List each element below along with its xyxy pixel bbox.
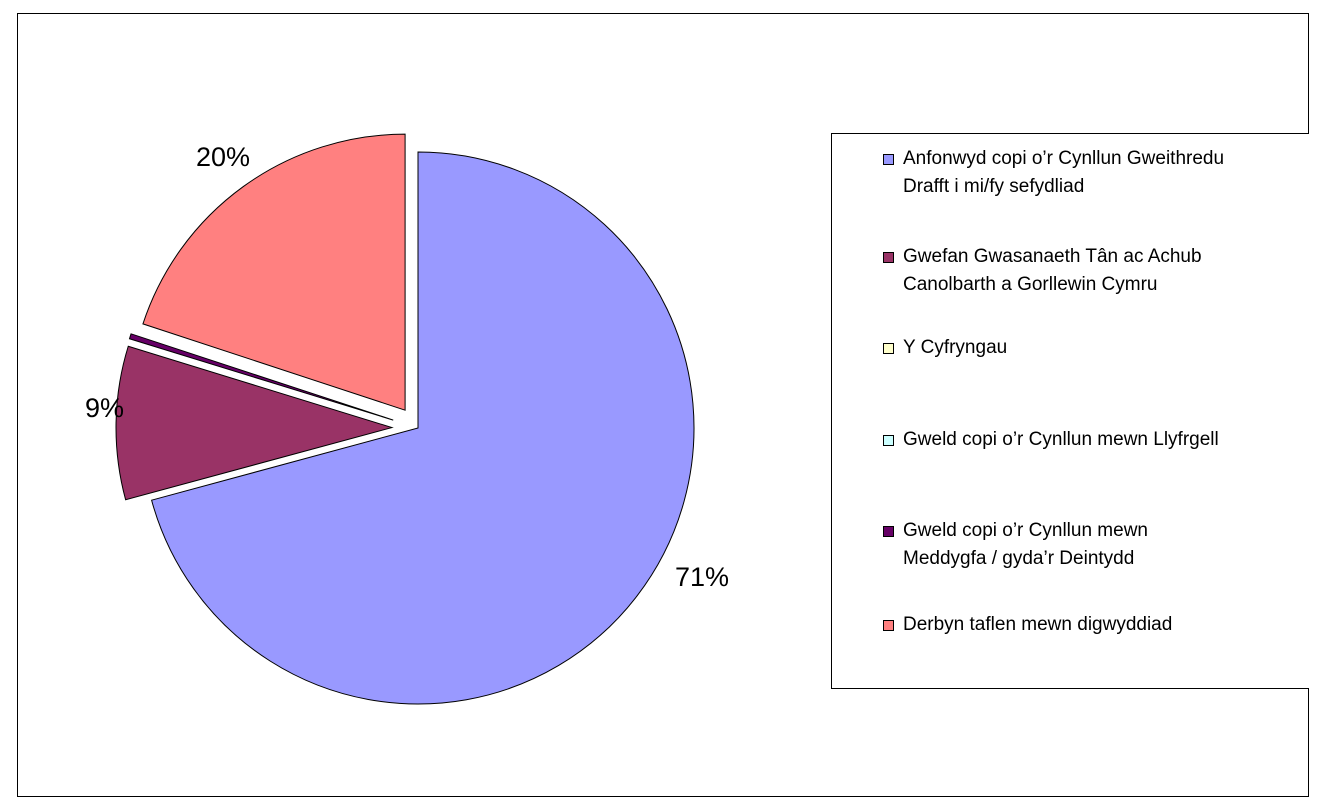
legend-swatch-cyfryngau	[883, 343, 894, 354]
legend-label-line1: Gweld copi o’r Cynllun mewn Llyfrgell	[903, 429, 1219, 450]
pie-slice-anfonwyd-copi-o-r-cynllun-gweithredu-dra	[150, 151, 695, 705]
legend-item-gwefan: Gwefan Gwasanaeth Tân ac Achub Canolbart…	[883, 243, 1202, 299]
data-label-gwefan-gwasanaeth-t-n-ac-achub-canolbart: 9%	[85, 393, 124, 423]
legend-label-line1: Gwefan Gwasanaeth Tân ac Achub	[903, 246, 1202, 267]
legend-label-line2: Drafft i mi/fy sefydliad	[903, 176, 1085, 197]
pie-slice-gweld-copi-o-r-cynllun-mewn-meddygfa-gyd	[128, 333, 394, 421]
legend-label-line1: Derbyn taflen mewn digwyddiad	[903, 614, 1173, 635]
legend-item-meddygfa: Gweld copi o’r Cynllun mewn Meddygfa / g…	[883, 517, 1148, 573]
legend-swatch-llyfrgell	[883, 435, 894, 446]
legend-label-line2: Canolbarth a Gorllewin Cymru	[903, 274, 1158, 295]
legend-label-line1: Anfonwyd copi o’r Cynllun Gweithredu	[903, 148, 1225, 169]
legend-item-anfonwyd-copi: Anfonwyd copi o’r Cynllun Gweithredu Dra…	[883, 145, 1224, 201]
legend-item-llyfrgell: Gweld copi o’r Cynllun mewn Llyfrgell	[883, 426, 1219, 454]
legend-label-line1: Y Cyfryngau	[903, 337, 1008, 358]
pie-slice-derbyn-taflen-mewn-digwyddiad	[142, 133, 406, 411]
data-label-derbyn-taflen-mewn-digwyddiad: 20%	[196, 142, 250, 172]
data-label-anfonwyd-copi-o-r-cynllun-gweithredu-dra: 71%	[675, 562, 729, 592]
legend: Anfonwyd copi o’r Cynllun Gweithredu Dra…	[831, 133, 1309, 689]
legend-swatch-anfonwyd-copi	[883, 154, 894, 165]
legend-item-taflen: Derbyn taflen mewn digwyddiad	[883, 611, 1172, 639]
legend-label-line2: Meddygfa / gyda’r Deintydd	[903, 548, 1135, 569]
legend-swatch-taflen	[883, 620, 894, 631]
legend-label-line1: Gweld copi o’r Cynllun mewn	[903, 520, 1148, 541]
legend-swatch-meddygfa	[883, 526, 894, 537]
legend-item-cyfryngau: Y Cyfryngau	[883, 334, 1007, 362]
pie-slice-gwefan-gwasanaeth-t-n-ac-achub-canolbart	[115, 345, 394, 501]
legend-swatch-gwefan	[883, 252, 894, 263]
